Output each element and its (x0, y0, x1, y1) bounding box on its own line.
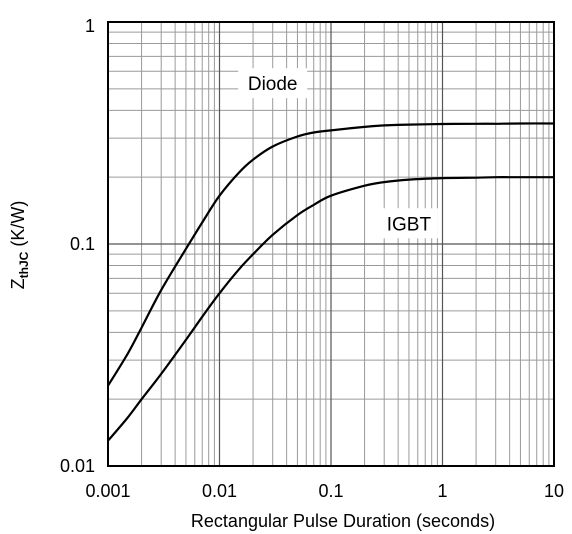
y-axis-title: ZthJC (K/W) (8, 201, 31, 290)
series-label-background (379, 208, 438, 239)
x-axis-title: Rectangular Pulse Duration (seconds) (191, 511, 495, 531)
x-tick-label: 10 (544, 481, 564, 501)
series-layer (107, 122, 555, 442)
y-axis-title-unit: (K/W) (8, 201, 28, 252)
x-tick-label: 0.01 (202, 481, 237, 501)
series-label-background (238, 68, 308, 99)
y-tick-labels: 0.01 0.1 1 (60, 16, 95, 476)
plot-frame (107, 21, 555, 467)
y-tick-label: 0.1 (70, 234, 95, 254)
x-tick-label: 0.001 (85, 481, 130, 501)
y-axis-title-subscript: thJC (17, 251, 31, 278)
series-line-diode (107, 122, 555, 387)
y-tick-label: 1 (85, 16, 95, 36)
series-line-igbt (107, 176, 554, 442)
y-axis-title-main: Z (8, 278, 28, 289)
y-tick-label: 0.01 (60, 456, 95, 476)
series-label-igbt: IGBT (387, 214, 432, 235)
x-tick-labels: 0.001 0.01 0.1 1 10 (85, 481, 564, 501)
series-label-diode: Diode (248, 74, 298, 95)
x-tick-label: 0.1 (318, 481, 343, 501)
x-tick-label: 1 (437, 481, 447, 501)
series-labels: Diode IGBT (238, 68, 438, 239)
